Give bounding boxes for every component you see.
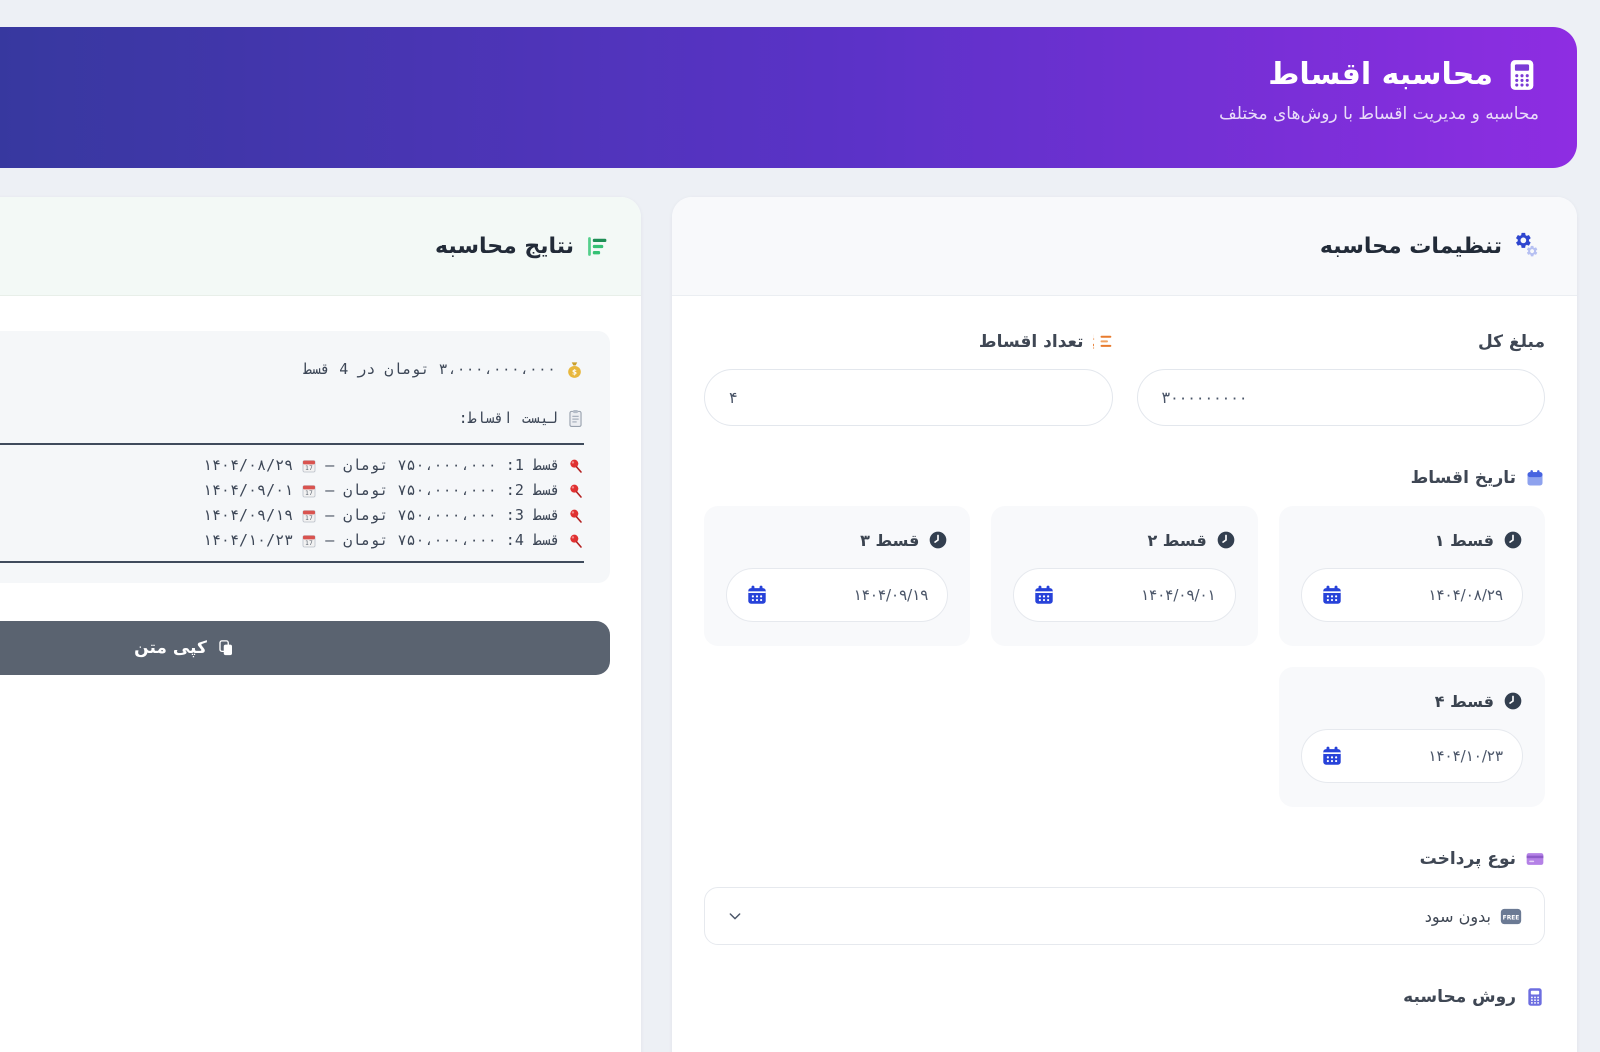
- calendar-picker-icon[interactable]: [1321, 745, 1343, 767]
- calculation-method-label: روش محاسبه: [704, 987, 1545, 1007]
- settings-title: تنظیمات محاسبه: [1319, 233, 1502, 259]
- installment-3-card: قسط ۳ ۱۴۰۴/۰۹/۱۹: [704, 506, 971, 646]
- clock-icon: [1216, 530, 1236, 550]
- settings-panel: تنظیمات محاسبه مبلغ کل 1 2: [672, 197, 1577, 1052]
- svg-text:FREE: FREE: [1503, 915, 1520, 921]
- results-title: نتایج محاسبه: [435, 233, 574, 259]
- mini-calendar-icon: 17: [301, 458, 317, 474]
- gears-icon: [1513, 231, 1543, 261]
- app-header: محاسبه اقساط محاسبه و مدیریت اقساط با رو…: [0, 27, 1577, 168]
- installment-date: ۱۴۰۴/۰۹/۰۱: [202, 481, 294, 499]
- chevron-down-icon: [727, 908, 743, 924]
- pushpin-icon: [568, 458, 584, 474]
- installment-2-card: قسط ۲ ۱۴۰۴/۰۹/۰۱: [991, 506, 1258, 646]
- installment-row: قسط 2: ۷۵۰،۰۰۰،۰۰۰ تومان – 17 ۱۴۰۴/۰۹/۰۱: [0, 478, 584, 503]
- free-badge-icon: FREE: [1500, 908, 1522, 925]
- total-amount-input[interactable]: [1136, 369, 1545, 426]
- installment-text: قسط 3: ۷۵۰،۰۰۰،۰۰۰ تومان –: [325, 506, 560, 524]
- installment-text: قسط 4: ۷۵۰،۰۰۰،۰۰۰ تومان –: [325, 531, 560, 549]
- numbered-list-icon: 1 2: [1093, 332, 1113, 352]
- result-summary: ۳،۰۰۰،۰۰۰،۰۰۰ تومان در 4 قسط: [303, 360, 556, 378]
- installment-1-date-input[interactable]: ۱۴۰۴/۰۸/۲۹: [1300, 568, 1523, 622]
- bar-chart-icon: [585, 234, 610, 259]
- clock-icon: [1503, 691, 1523, 711]
- mini-calendar-icon: 17: [301, 533, 317, 549]
- pushpin-icon: [568, 533, 584, 549]
- installment-dates-label: تاریخ اقساط: [704, 468, 1545, 488]
- settings-panel-header: تنظیمات محاسبه: [672, 197, 1577, 296]
- svg-text:17: 17: [305, 515, 313, 522]
- payment-type-select[interactable]: FREE بدون سود: [704, 887, 1545, 945]
- copy-button-label: کپی متن: [134, 638, 207, 658]
- clock-icon: [1503, 530, 1523, 550]
- installment-3-title: قسط ۳: [726, 530, 948, 550]
- installment-count-label: 1 2 تعداد اقساط: [704, 332, 1113, 352]
- installment-list: قسط 1: ۷۵۰،۰۰۰،۰۰۰ تومان – 17 ۱۴۰۴/۰۸/۲۹…: [0, 443, 584, 563]
- installment-1-card: قسط ۱ ۱۴۰۴/۰۸/۲۹: [1278, 506, 1545, 646]
- pushpin-icon: [568, 508, 584, 524]
- installment-1-title: قسط ۱: [1301, 530, 1523, 550]
- installment-4-title: قسط ۴: [1301, 691, 1523, 711]
- credit-card-icon: [1525, 849, 1545, 869]
- installment-date: ۱۴۰۴/۰۹/۱۹: [202, 506, 294, 524]
- calculator-icon: [1505, 58, 1539, 92]
- installment-3-date-input[interactable]: ۱۴۰۴/۰۹/۱۹: [726, 568, 949, 622]
- total-amount-label: مبلغ کل: [1478, 332, 1545, 352]
- pushpin-icon: [568, 483, 584, 499]
- copy-icon: [217, 639, 235, 657]
- page-subtitle: محاسبه و مدیریت اقساط با روش‌های مختلف: [1219, 104, 1539, 124]
- installment-text: قسط 2: ۷۵۰،۰۰۰،۰۰۰ تومان –: [325, 481, 560, 499]
- results-panel-header: نتایج محاسبه: [0, 197, 641, 296]
- installment-text: قسط 1: ۷۵۰،۰۰۰،۰۰۰ تومان –: [325, 456, 560, 474]
- method-calculator-icon: [1525, 987, 1545, 1007]
- total-amount-field-group: مبلغ کل: [1136, 332, 1545, 426]
- calendar-icon: [1525, 468, 1545, 488]
- svg-text:1: 1: [1093, 334, 1095, 342]
- calendar-picker-icon[interactable]: [1321, 584, 1343, 606]
- installment-row: قسط 1: ۷۵۰،۰۰۰،۰۰۰ تومان – 17 ۱۴۰۴/۰۸/۲۹: [0, 453, 584, 478]
- installment-2-date-input[interactable]: ۱۴۰۴/۰۹/۰۱: [1013, 568, 1236, 622]
- mini-calendar-icon: 17: [301, 483, 317, 499]
- installment-row: قسط 4: ۷۵۰،۰۰۰،۰۰۰ تومان – 17 ۱۴۰۴/۱۰/۲۳: [0, 528, 584, 553]
- svg-text:17: 17: [305, 465, 313, 472]
- result-output: $ ۳،۰۰۰،۰۰۰،۰۰۰ تومان در 4 قسط لیست اق: [0, 331, 610, 583]
- clipboard-icon: [567, 409, 584, 428]
- installment-date: ۱۴۰۴/۱۰/۲۳: [202, 531, 294, 549]
- installment-4-date-input[interactable]: ۱۴۰۴/۱۰/۲۳: [1300, 729, 1523, 783]
- svg-text:17: 17: [305, 490, 313, 497]
- installment-count-input[interactable]: [704, 369, 1113, 426]
- clock-icon: [928, 530, 948, 550]
- money-bag-icon: $: [565, 360, 584, 379]
- installment-2-title: قسط ۲: [1013, 530, 1235, 550]
- svg-text:$: $: [572, 367, 577, 376]
- svg-text:17: 17: [305, 540, 313, 547]
- payment-type-selected: FREE بدون سود: [1425, 907, 1522, 926]
- payment-type-label: نوع پرداخت: [704, 849, 1545, 869]
- svg-text:2: 2: [1093, 343, 1095, 351]
- calendar-picker-icon[interactable]: [746, 584, 768, 606]
- installment-count-field-group: 1 2 تعداد اقساط: [704, 332, 1113, 426]
- mini-calendar-icon: 17: [301, 508, 317, 524]
- calendar-picker-icon[interactable]: [1033, 584, 1055, 606]
- installment-row: قسط 3: ۷۵۰،۰۰۰،۰۰۰ تومان – 17 ۱۴۰۴/۰۹/۱۹: [0, 503, 584, 528]
- result-list-header: لیست اقساط:: [458, 409, 558, 427]
- page-title: محاسبه اقساط: [1268, 57, 1493, 92]
- copy-text-button[interactable]: کپی متن: [0, 621, 610, 675]
- installment-4-card: قسط ۴ ۱۴۰۴/۱۰/۲۳: [1278, 667, 1545, 807]
- date-cards-grid: قسط ۱ ۱۴۰۴/۰۸/۲۹ قسط ۲ ۱۴۰۴/۰۹/۰: [704, 506, 1545, 807]
- results-panel: نتایج محاسبه $ ۳،۰۰۰،۰۰۰،۰۰۰ تومان در 4 …: [0, 197, 641, 1052]
- installment-date: ۱۴۰۴/۰۸/۲۹: [202, 456, 294, 474]
